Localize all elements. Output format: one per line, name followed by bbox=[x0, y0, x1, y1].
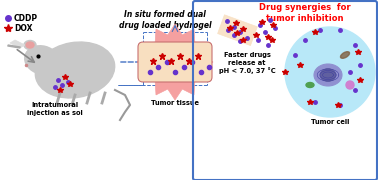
Polygon shape bbox=[8, 45, 20, 48]
Ellipse shape bbox=[25, 46, 59, 74]
Text: In situ formed dual
drug loaded hydrogel: In situ formed dual drug loaded hydrogel bbox=[119, 10, 211, 30]
Ellipse shape bbox=[320, 69, 336, 82]
Text: DOX: DOX bbox=[14, 24, 33, 33]
Text: Tumor cell: Tumor cell bbox=[311, 119, 349, 125]
Circle shape bbox=[285, 27, 375, 117]
Ellipse shape bbox=[26, 42, 34, 48]
Ellipse shape bbox=[341, 52, 350, 58]
Text: Faster drugs
release at
pH < 7.0, 37 °C: Faster drugs release at pH < 7.0, 37 °C bbox=[219, 52, 275, 74]
Text: CDDP: CDDP bbox=[14, 14, 38, 22]
Ellipse shape bbox=[306, 82, 314, 87]
Text: Intratumoral
injection as sol: Intratumoral injection as sol bbox=[27, 102, 83, 116]
Ellipse shape bbox=[24, 40, 36, 50]
Ellipse shape bbox=[314, 64, 342, 86]
Text: Drug synergies  for
tumor inhibition: Drug synergies for tumor inhibition bbox=[259, 3, 351, 23]
Polygon shape bbox=[137, 24, 213, 100]
Circle shape bbox=[346, 81, 354, 89]
FancyBboxPatch shape bbox=[138, 42, 212, 82]
Ellipse shape bbox=[35, 42, 115, 98]
Polygon shape bbox=[218, 15, 257, 46]
Text: Tumor tissue: Tumor tissue bbox=[151, 100, 199, 106]
Polygon shape bbox=[10, 40, 25, 48]
